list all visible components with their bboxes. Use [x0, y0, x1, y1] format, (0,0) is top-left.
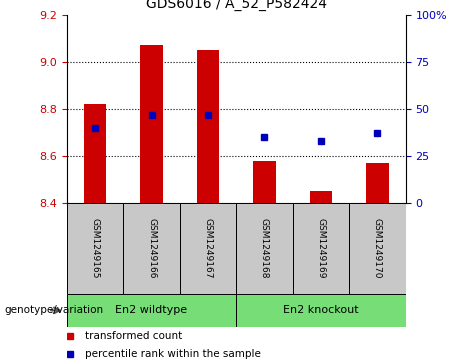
Bar [180, 203, 236, 294]
Text: GSM1249165: GSM1249165 [90, 219, 100, 279]
Bar [197, 50, 219, 203]
Text: En2 knockout: En2 knockout [283, 305, 359, 315]
Bar [293, 203, 349, 294]
Title: GDS6016 / A_52_P582424: GDS6016 / A_52_P582424 [146, 0, 327, 11]
Bar [236, 203, 293, 294]
Text: GSM1249169: GSM1249169 [316, 219, 325, 279]
Bar [253, 161, 276, 203]
Bar [67, 294, 236, 327]
Bar [349, 203, 406, 294]
Text: percentile rank within the sample: percentile rank within the sample [85, 349, 261, 359]
Text: GSM1249168: GSM1249168 [260, 219, 269, 279]
Text: genotype/variation: genotype/variation [5, 305, 104, 315]
Text: GSM1249167: GSM1249167 [203, 219, 213, 279]
Bar [236, 294, 406, 327]
Bar [123, 203, 180, 294]
Bar [140, 45, 163, 203]
Text: transformed count: transformed count [85, 331, 183, 341]
Bar [67, 203, 123, 294]
Bar [310, 192, 332, 203]
Bar [366, 163, 389, 203]
Text: GSM1249170: GSM1249170 [373, 219, 382, 279]
Text: GSM1249166: GSM1249166 [147, 219, 156, 279]
Text: En2 wildtype: En2 wildtype [116, 305, 188, 315]
Bar [84, 104, 106, 203]
